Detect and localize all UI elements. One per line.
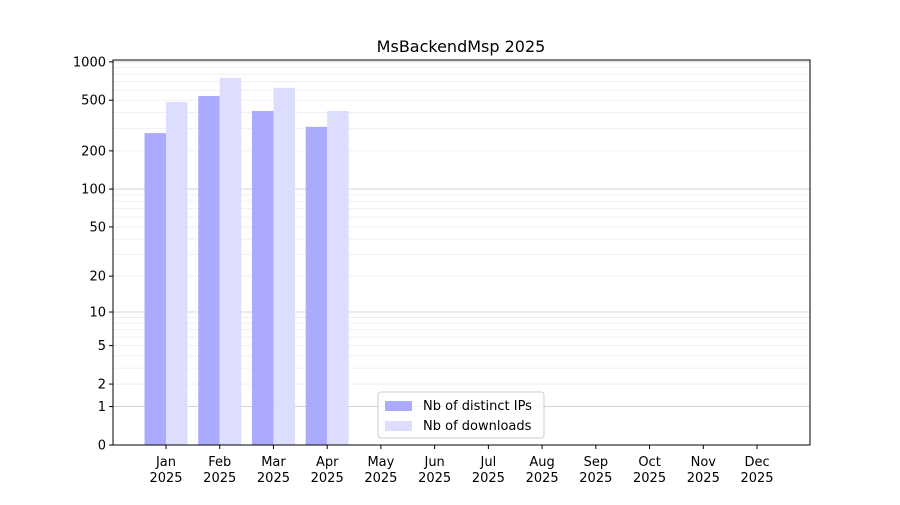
y-tick-label: 0 xyxy=(98,439,106,454)
y-tick-label: 50 xyxy=(89,220,106,235)
x-tick-label-year: 2025 xyxy=(257,471,290,486)
x-tick-label-year: 2025 xyxy=(740,471,773,486)
bar-distinct-ips xyxy=(144,133,166,445)
bar-distinct-ips xyxy=(198,95,220,446)
bar-downloads xyxy=(219,77,242,445)
x-tick-label-year: 2025 xyxy=(633,471,666,486)
y-tick-label: 1 xyxy=(98,400,106,415)
bar-downloads xyxy=(327,110,349,445)
x-tick-label-month: Oct xyxy=(638,455,660,470)
x-tick-label-month: Feb xyxy=(208,455,231,470)
legend: Nb of distinct IPs Nb of downloads xyxy=(377,391,545,439)
x-tick-label-year: 2025 xyxy=(687,471,720,486)
legend-swatch xyxy=(385,421,412,431)
legend-swatch xyxy=(385,401,412,411)
x-tick-label-year: 2025 xyxy=(311,471,344,486)
y-tick-label: 500 xyxy=(81,94,106,109)
y-tick-label: 20 xyxy=(89,270,106,285)
y-tick-label: 10 xyxy=(89,306,106,321)
chart-title: MsBackendMsp 2025 xyxy=(377,37,546,56)
legend-label: Nb of downloads xyxy=(423,419,532,434)
x-tick-label-month: Aug xyxy=(529,455,554,470)
bar-distinct-ips xyxy=(251,110,274,445)
x-tick-label-year: 2025 xyxy=(203,471,236,486)
x-tick-label-year: 2025 xyxy=(418,471,451,486)
bar-downloads xyxy=(166,101,188,445)
x-tick-label-year: 2025 xyxy=(579,471,612,486)
x-tick-label-month: May xyxy=(367,455,394,470)
bar-distinct-ips xyxy=(305,126,328,445)
x-tick-label-month: Jun xyxy=(423,455,444,470)
x-tick-label-year: 2025 xyxy=(526,471,559,486)
x-tick-label-month: Apr xyxy=(316,455,339,470)
legend-label: Nb of distinct IPs xyxy=(423,399,532,414)
bar-downloads xyxy=(273,87,295,446)
y-tick-label: 5 xyxy=(98,339,106,354)
plot-frame xyxy=(112,59,811,446)
x-tick-label-month: Mar xyxy=(261,455,286,470)
x-tick-label-month: Dec xyxy=(744,455,769,470)
x-tick-label-month: Jul xyxy=(480,455,497,470)
x-tick-label-year: 2025 xyxy=(364,471,397,486)
x-tick-label-month: Nov xyxy=(691,455,717,470)
y-tick-label: 200 xyxy=(81,144,106,159)
x-tick-label-month: Sep xyxy=(584,455,609,470)
y-tick-label: 2 xyxy=(98,378,106,393)
y-tick-label: 1000 xyxy=(73,55,106,70)
x-tick-label-year: 2025 xyxy=(149,471,182,486)
y-tick-label: 100 xyxy=(81,183,106,198)
x-tick-label-year: 2025 xyxy=(472,471,505,486)
x-tick-label-month: Jan xyxy=(155,455,176,470)
